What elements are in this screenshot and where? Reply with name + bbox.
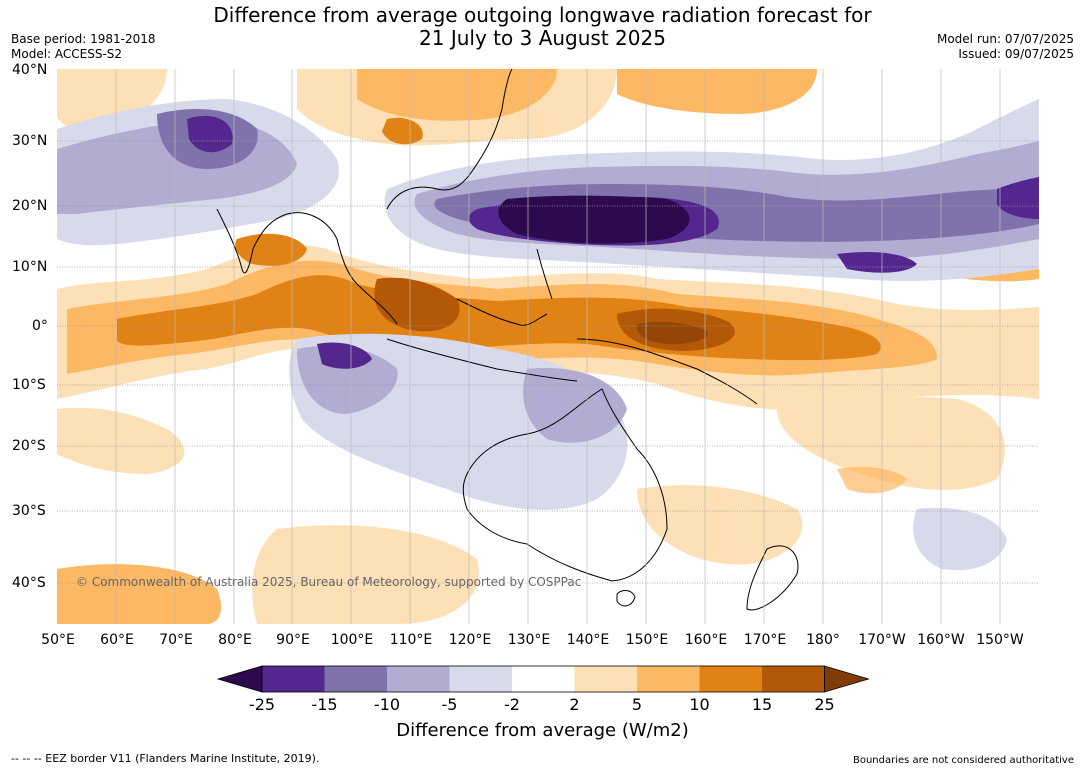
- lon-label-160e: 160°E: [684, 632, 728, 648]
- lat-label-eq: 0°: [32, 318, 48, 334]
- lat-label-20s: 20°S: [12, 438, 46, 454]
- colorbar-tick-label: -15: [311, 695, 338, 714]
- colorbar-tick-label: 2: [569, 695, 580, 714]
- lon-label-150e: 150°E: [625, 632, 669, 648]
- lon-label-160w: 160°W: [917, 632, 965, 648]
- lat-label-40s: 40°S: [12, 575, 46, 591]
- colorbar: [216, 665, 870, 693]
- issued-date: Issued: 09/07/2025: [958, 47, 1074, 61]
- anomaly-map-svg: [57, 69, 1039, 624]
- colorbar-tick-label: -10: [373, 695, 401, 714]
- lon-label-170e: 170°E: [743, 632, 787, 648]
- lat-label-30s: 30°S: [12, 503, 46, 519]
- colorbar-tick-label: 15: [751, 695, 773, 714]
- meta-left: Base period: 1981-2018 Model: ACCESS-S2: [11, 32, 156, 62]
- colorbar-segment: [637, 666, 700, 692]
- model-name: Model: ACCESS-S2: [11, 47, 123, 61]
- lon-label-140e: 140°E: [566, 632, 610, 648]
- lon-label-80e: 80°E: [218, 632, 252, 648]
- meridians: [115, 69, 1001, 624]
- colorbar-segment: [762, 666, 825, 692]
- colorbar-arrow-low: [216, 665, 263, 693]
- gridlines: [57, 140, 1039, 584]
- lon-label-70e: 70°E: [159, 632, 193, 648]
- lon-label-60e: 60°E: [100, 632, 134, 648]
- lon-label-100e: 100°E: [330, 632, 374, 648]
- lat-label-20n: 20°N: [12, 198, 48, 214]
- colorbar-title: Difference from average (W/m2): [396, 720, 689, 741]
- title-line-1: Difference from average outgoing longwav…: [213, 3, 872, 27]
- colorbar-tick-label: -5: [441, 695, 458, 714]
- colorbar-segment: [512, 666, 575, 692]
- lon-label-110e: 110°E: [389, 632, 433, 648]
- colorbar-segment: [699, 666, 762, 692]
- boundaries-disclaimer: Boundaries are not considered authoritat…: [852, 755, 1074, 766]
- colorbar-outline: [261, 665, 825, 693]
- colorbar-segment: [324, 666, 387, 692]
- lon-label-130e: 130°E: [507, 632, 551, 648]
- lon-label-120e: 120°E: [448, 632, 492, 648]
- eez-border-note: -- -- -- EEZ border V11 (Flanders Marine…: [11, 752, 320, 765]
- lon-label-50e: 50°E: [41, 632, 75, 648]
- model-run: Model run: 07/07/2025: [936, 32, 1074, 46]
- colorbar-tick-label: -2: [504, 695, 520, 714]
- anomaly-field: [57, 69, 1039, 624]
- lat-label-30n: 30°N: [12, 133, 48, 149]
- colorbar-segment: [574, 666, 637, 692]
- title-line-2: 21 July to 3 August 2025: [419, 26, 666, 50]
- colorbar-segment: [262, 666, 325, 692]
- lon-label-170w: 170°W: [858, 632, 906, 648]
- coastlines: [216, 69, 799, 611]
- colorbar-tick-label: 25: [814, 695, 835, 714]
- colorbar-segment: [449, 666, 512, 692]
- copyright-notice: © Commonwealth of Australia 2025, Bureau…: [76, 575, 582, 589]
- lat-label-40n: 40°N: [12, 62, 48, 78]
- lat-label-10s: 10°S: [12, 377, 46, 393]
- colorbar-segment: [387, 666, 450, 692]
- lon-label-150w: 150°W: [976, 632, 1024, 648]
- colorbar-arrow-high: [824, 665, 870, 693]
- lat-label-10n: 10°N: [12, 259, 48, 275]
- lon-label-90e: 90°E: [276, 632, 310, 648]
- lon-label-180: 180°: [806, 632, 840, 648]
- colorbar-tick-label: 5: [631, 695, 643, 714]
- anomaly-map: [57, 69, 1039, 624]
- colorbar-tick-label: 10: [689, 695, 710, 714]
- chart-title: Difference from average outgoing longwav…: [0, 4, 1085, 50]
- meta-right: Model run: 07/07/2025 Issued: 09/07/2025: [937, 32, 1074, 62]
- base-period: Base period: 1981-2018: [11, 32, 156, 46]
- colorbar-tick-label: -25: [248, 695, 276, 714]
